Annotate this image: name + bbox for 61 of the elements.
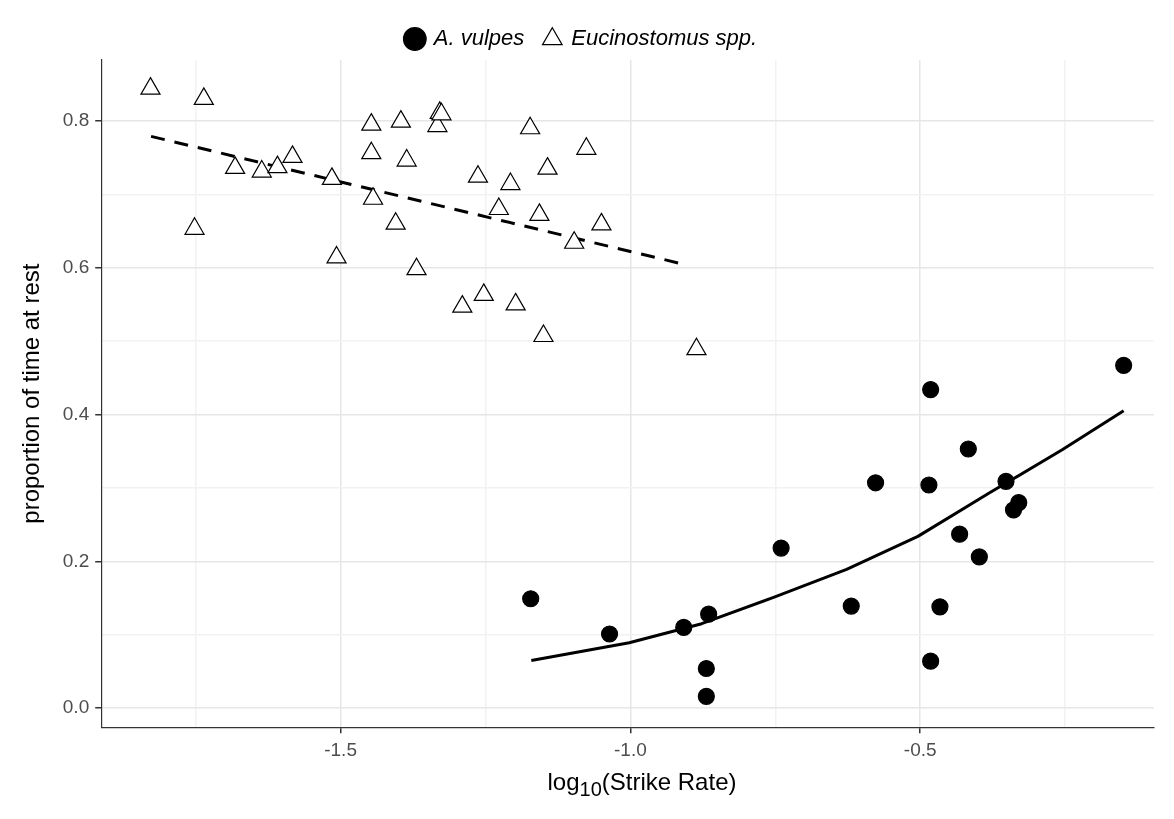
point [697,659,715,678]
point [959,440,977,458]
point [406,257,427,276]
point [390,110,411,128]
point [997,472,1015,490]
point [922,380,940,399]
point [970,548,988,566]
y-tick-label: 0.0 [62,696,90,718]
point [772,539,790,557]
point [326,245,347,264]
legend-label: A. vulpes [431,25,525,51]
point [224,156,246,174]
point [361,141,382,160]
point [1115,356,1133,374]
point [697,687,715,705]
point [520,116,541,135]
point [600,625,619,643]
point [537,157,558,175]
point [931,598,949,616]
x-tick-label: -1.5 [324,738,357,760]
y-tick-label: 0.8 [62,109,90,131]
point [267,155,288,174]
x-tick-label: -1.0 [614,738,647,760]
point [842,597,860,615]
point [361,112,382,131]
point [140,77,161,95]
point [505,292,526,311]
point [467,165,489,183]
point [452,295,473,313]
point [533,324,554,343]
point [321,167,343,186]
x-axis-title: log$_{10}$(Strike Rate) [546,768,738,801]
legend-label: Eucinostomus spp. [571,25,758,51]
y-tick-label: 0.6 [62,255,90,277]
point [193,87,214,105]
point [362,187,384,205]
y-tick-label: 0.4 [62,402,90,424]
point [920,476,938,494]
point [675,618,693,636]
point [1010,494,1028,512]
point [686,337,707,356]
point [564,231,585,249]
y-axis-title: proportion of time at rest [17,263,45,524]
x-tick-label: -0.5 [903,738,937,760]
point [473,283,494,301]
point [488,197,509,216]
point [385,212,406,230]
point [184,217,205,235]
y-tick-label: 0.2 [62,549,90,571]
point [951,525,969,543]
point [922,652,940,670]
point [251,159,272,178]
point [576,137,597,155]
point [522,590,540,608]
point [396,148,417,167]
point [529,203,550,221]
point [866,474,885,492]
point [282,145,303,163]
point [700,605,718,623]
point [591,212,612,231]
point [500,172,521,191]
